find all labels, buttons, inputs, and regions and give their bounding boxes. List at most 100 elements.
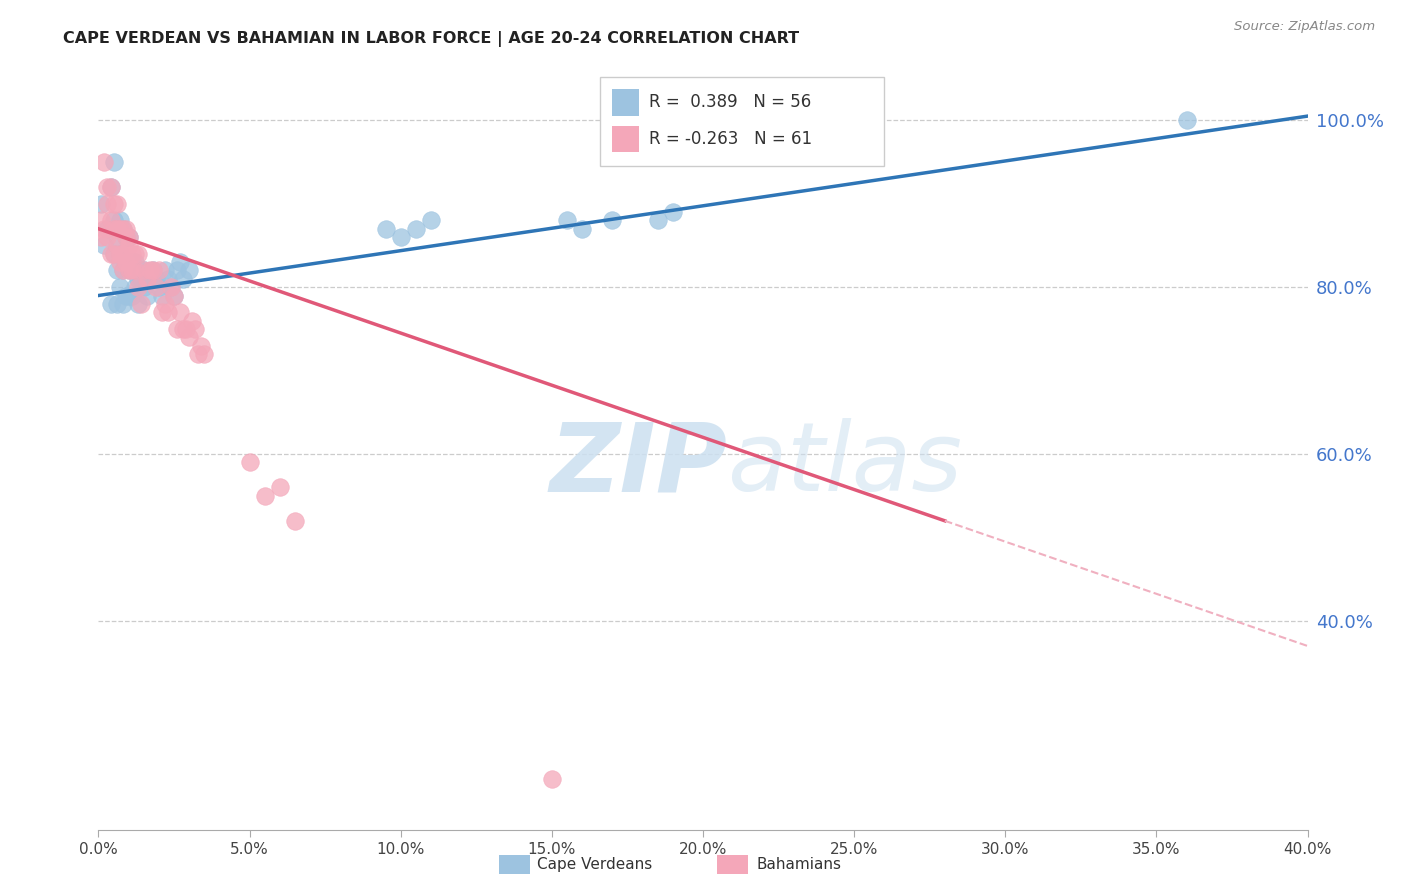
Point <box>179 330 201 344</box>
Point <box>253 489 276 503</box>
Text: Bahamians: Bahamians <box>756 857 841 871</box>
Point <box>105 196 128 211</box>
Point <box>90 213 112 227</box>
Point <box>108 247 131 261</box>
Point <box>93 155 115 169</box>
Point <box>153 263 176 277</box>
FancyBboxPatch shape <box>600 77 884 166</box>
Point <box>105 230 128 244</box>
Point <box>127 280 149 294</box>
Point <box>374 221 396 235</box>
Point <box>90 196 112 211</box>
Point <box>139 272 162 286</box>
Point <box>602 213 624 227</box>
Point <box>124 280 146 294</box>
Point <box>108 247 131 261</box>
Point <box>108 213 131 227</box>
Point <box>571 221 593 235</box>
Point <box>132 263 155 277</box>
Point <box>129 297 152 311</box>
Point <box>103 213 125 227</box>
Point <box>405 221 427 235</box>
Point <box>420 213 443 227</box>
Text: Source: ZipAtlas.com: Source: ZipAtlas.com <box>1234 20 1375 33</box>
Point <box>103 196 125 211</box>
Point <box>96 196 118 211</box>
Point <box>100 297 122 311</box>
Point <box>179 263 201 277</box>
Point <box>105 221 128 235</box>
Point <box>90 230 112 244</box>
Point <box>181 313 204 327</box>
Point <box>239 455 262 469</box>
Point <box>111 221 134 235</box>
Point <box>389 230 412 244</box>
Point <box>93 238 115 252</box>
Point <box>127 272 149 286</box>
Point <box>193 347 215 361</box>
Point <box>172 322 194 336</box>
Point <box>105 238 128 252</box>
Point <box>132 280 155 294</box>
Point <box>100 180 122 194</box>
Point <box>111 247 134 261</box>
Point <box>148 280 170 294</box>
Point <box>153 297 176 311</box>
Point <box>1175 113 1198 128</box>
Point <box>172 272 194 286</box>
Point <box>661 205 683 219</box>
Point <box>121 247 143 261</box>
Point <box>150 305 173 319</box>
Text: CAPE VERDEAN VS BAHAMIAN IN LABOR FORCE | AGE 20-24 CORRELATION CHART: CAPE VERDEAN VS BAHAMIAN IN LABOR FORCE … <box>63 31 800 47</box>
Point <box>166 263 188 277</box>
Point <box>142 263 165 277</box>
Point <box>108 221 131 235</box>
Point <box>124 255 146 269</box>
Point <box>160 280 183 294</box>
Point <box>114 255 136 269</box>
Point <box>96 180 118 194</box>
Point <box>111 221 134 235</box>
Point <box>121 263 143 277</box>
Point <box>163 288 186 302</box>
Point <box>174 322 197 336</box>
Point <box>103 155 125 169</box>
Point <box>169 305 191 319</box>
Point <box>135 272 157 286</box>
FancyBboxPatch shape <box>613 126 638 152</box>
FancyBboxPatch shape <box>613 89 638 116</box>
Point <box>114 255 136 269</box>
Point <box>105 263 128 277</box>
Point <box>103 221 125 235</box>
Point <box>114 288 136 302</box>
Point <box>135 288 157 302</box>
Point <box>100 180 122 194</box>
Point <box>129 272 152 286</box>
Point <box>100 247 122 261</box>
Point <box>142 263 165 277</box>
Text: Cape Verdeans: Cape Verdeans <box>537 857 652 871</box>
Point <box>156 305 179 319</box>
Point <box>114 230 136 244</box>
Point <box>145 272 167 286</box>
Point <box>127 247 149 261</box>
Point <box>100 213 122 227</box>
Point <box>111 297 134 311</box>
Point <box>118 238 141 252</box>
Point <box>284 514 307 528</box>
Point <box>184 322 207 336</box>
Point <box>145 280 167 294</box>
Point <box>103 247 125 261</box>
Point <box>148 263 170 277</box>
Point <box>555 213 578 227</box>
Text: R =  0.389   N = 56: R = 0.389 N = 56 <box>648 94 811 112</box>
Point <box>105 297 128 311</box>
Point <box>111 263 134 277</box>
Point <box>96 221 118 235</box>
Point <box>93 221 115 235</box>
Point <box>127 297 149 311</box>
Point <box>139 263 162 277</box>
Text: ZIP: ZIP <box>550 418 727 511</box>
Text: atlas: atlas <box>727 418 962 511</box>
Point <box>166 322 188 336</box>
